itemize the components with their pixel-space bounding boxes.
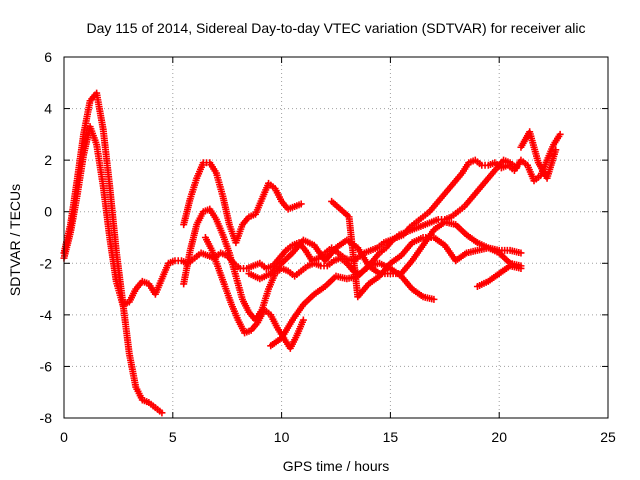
x-tick-label: 10: [274, 429, 290, 445]
y-tick-label: 4: [44, 101, 52, 117]
grid: [64, 57, 608, 418]
y-axis-label: SDTVAR / TECUs: [7, 184, 23, 296]
plot-frame: [63, 56, 609, 419]
x-axis-label: GPS time / hours: [283, 458, 390, 474]
axis-ticks: 0 5 10 15 20 25 -8 -6 -4 -2 0 2 4 6: [40, 49, 616, 445]
x-tick-label: 20: [491, 429, 507, 445]
x-tick-label: 15: [383, 429, 399, 445]
data-point: [158, 409, 166, 417]
data-point: [552, 146, 560, 154]
data-point: [297, 200, 305, 208]
y-tick-label: -4: [40, 307, 53, 323]
data-point: [430, 295, 438, 303]
data-points: [60, 89, 564, 417]
y-tick-label: -6: [40, 358, 53, 374]
x-tick-label: 5: [169, 429, 177, 445]
data-point: [517, 264, 525, 272]
y-tick-label: 6: [44, 49, 52, 65]
data-point: [513, 164, 521, 172]
x-tick-label: 0: [60, 429, 68, 445]
y-tick-label: -8: [40, 410, 53, 426]
y-tick-label: 2: [44, 152, 52, 168]
y-tick-label: -2: [40, 255, 53, 271]
chart-title: Day 115 of 2014, Sidereal Day-to-day VTE…: [86, 20, 585, 36]
data-point: [556, 130, 564, 138]
x-tick-label: 25: [600, 429, 616, 445]
data-point: [299, 316, 307, 324]
y-tick-label: 0: [44, 204, 52, 220]
data-point: [517, 249, 525, 257]
